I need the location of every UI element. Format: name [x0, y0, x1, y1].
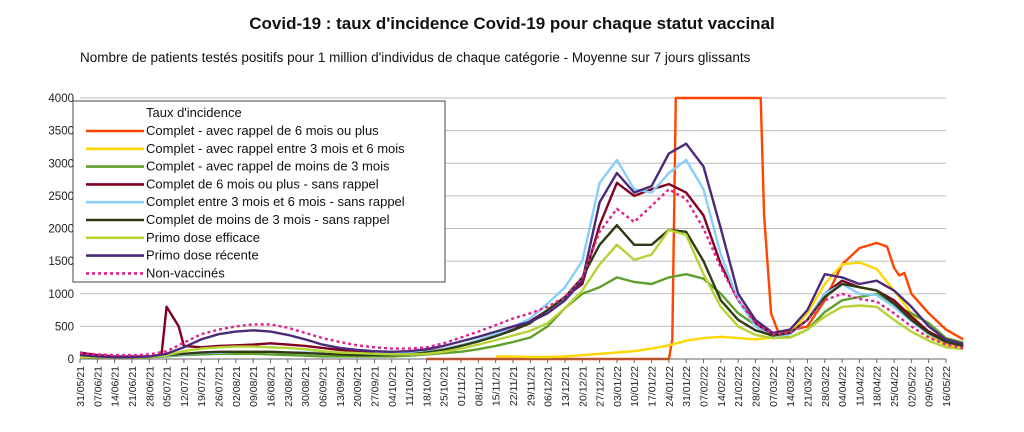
- x-tick-label: 08/11/21: [473, 366, 485, 406]
- x-tick-label: 06/12/21: [543, 366, 555, 407]
- x-tick-label: 07/03/22: [768, 366, 780, 407]
- legend-entry: Primo dose récente: [146, 248, 259, 263]
- x-tick-label: 25/04/22: [889, 366, 901, 407]
- y-tick-label: 3000: [48, 158, 74, 170]
- legend-title: Taux d'incidence: [146, 105, 242, 120]
- x-tick-label: 19/07/21: [196, 366, 208, 407]
- x-tick-label: 21/06/21: [127, 366, 139, 407]
- x-tick-label: 18/04/22: [872, 366, 884, 407]
- y-tick-label: 2500: [48, 191, 74, 203]
- x-tick-label: 28/02/22: [750, 366, 762, 407]
- x-tick-label: 03/01/22: [612, 366, 624, 407]
- x-axis-ticks: 31/05/21 07/06/21 14/06/21 21/06/21 28/06/21…: [75, 359, 953, 407]
- x-tick-label: 02/08/21: [231, 366, 243, 407]
- y-tick-label: 4000: [48, 93, 74, 105]
- y-tick-label: 0: [68, 354, 74, 366]
- x-tick-label: 09/05/22: [924, 366, 936, 407]
- series-line-1: [495, 261, 964, 359]
- x-tick-label: 17/01/22: [647, 366, 659, 407]
- x-tick-label: 23/08/21: [283, 366, 295, 407]
- x-tick-label: 13/12/21: [560, 366, 572, 407]
- legend-entry: Complet - avec rappel de 6 mois ou plus: [146, 123, 379, 138]
- x-tick-label: 27/09/21: [369, 366, 381, 407]
- x-tick-label: 29/11/21: [525, 366, 537, 406]
- y-tick-label: 3500: [48, 126, 74, 138]
- x-tick-label: 07/06/21: [92, 366, 104, 407]
- legend-entry: Complet de 6 mois ou plus - sans rappel: [146, 176, 379, 191]
- x-tick-label: 21/03/22: [802, 366, 814, 407]
- series-line-7: [79, 142, 964, 359]
- x-tick-label: 24/01/22: [664, 366, 676, 407]
- series-line-8: [79, 188, 964, 357]
- x-tick-label: 28/06/21: [144, 366, 156, 407]
- x-tick-label: 05/07/21: [162, 366, 174, 407]
- x-tick-label: 10/01/22: [629, 366, 641, 407]
- x-tick-label: 28/03/22: [820, 366, 832, 407]
- x-tick-label: 20/12/21: [577, 366, 589, 407]
- legend-entry: Complet entre 3 mois et 6 mois - sans ra…: [146, 194, 405, 209]
- legend: Taux d'incidence Complet - avec rappel de…: [72, 100, 446, 283]
- series-line-6: [79, 228, 964, 359]
- x-tick-label: 01/11/21: [456, 366, 468, 406]
- series-lines: [79, 96, 964, 361]
- y-tick-label: 2000: [48, 224, 74, 236]
- x-tick-label: 11/04/22: [854, 366, 866, 406]
- series-line-5: [79, 224, 964, 359]
- x-tick-label: 14/03/22: [785, 366, 797, 407]
- legend-entry: Primo dose efficace: [146, 230, 260, 245]
- x-tick-label: 11/10/21: [404, 366, 416, 406]
- x-tick-label: 02/05/22: [906, 366, 918, 407]
- y-axis-ticks: 0 500 1000 1500 2000 2500 3000 3500 4000: [48, 93, 74, 366]
- x-tick-label: 27/12/21: [595, 366, 607, 407]
- x-tick-label: 18/10/21: [421, 366, 433, 407]
- series-line-2: [79, 273, 964, 359]
- x-tick-label: 20/09/21: [352, 366, 364, 407]
- legend-entry: Complet - avec rappel de moins de 3 mois: [146, 159, 390, 174]
- x-tick-label: 31/05/21: [75, 366, 87, 407]
- x-tick-label: 25/10/21: [439, 366, 451, 407]
- x-tick-label: 14/06/21: [110, 366, 122, 407]
- legend-entry: Complet de moins de 3 mois - sans rappel: [146, 212, 390, 227]
- x-tick-label: 09/08/21: [248, 366, 260, 407]
- y-tick-label: 1500: [48, 256, 74, 268]
- chart-title: Covid-19 : taux d'incidence Covid-19 pou…: [249, 14, 775, 33]
- legend-entry: Non-vaccinés: [146, 265, 225, 280]
- x-tick-label: 07/02/22: [699, 366, 711, 407]
- legend-entry: Complet - avec rappel entre 3 mois et 6 …: [146, 141, 405, 156]
- x-tick-label: 04/04/22: [837, 366, 849, 407]
- x-tick-label: 14/02/22: [716, 366, 728, 407]
- x-tick-label: 21/02/22: [733, 366, 745, 407]
- chart-subtitle: Nombre de patients testés positifs pour …: [80, 50, 751, 65]
- x-tick-label: 13/09/21: [335, 366, 347, 407]
- y-tick-label: 1000: [48, 289, 74, 301]
- x-tick-label: 16/08/21: [266, 366, 278, 407]
- x-tick-label: 04/10/21: [387, 366, 399, 407]
- x-tick-label: 30/08/21: [300, 366, 312, 407]
- x-tick-label: 12/07/21: [179, 366, 191, 407]
- x-tick-label: 26/07/21: [214, 366, 226, 407]
- y-tick-label: 500: [55, 321, 74, 333]
- x-tick-label: 06/09/21: [317, 366, 329, 407]
- x-tick-label: 31/01/22: [681, 366, 693, 407]
- x-tick-label: 22/11/21: [508, 366, 520, 406]
- x-tick-label: 15/11/21: [491, 366, 503, 406]
- x-tick-label: 16/05/22: [941, 366, 953, 407]
